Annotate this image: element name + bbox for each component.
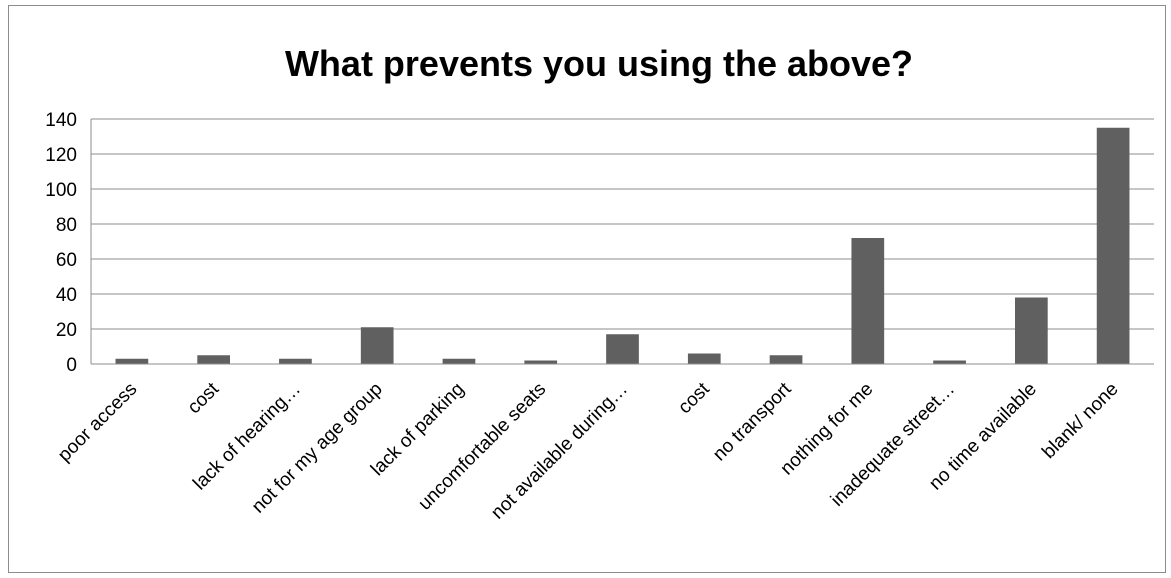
bar xyxy=(442,358,476,364)
bar xyxy=(606,334,639,364)
bars xyxy=(115,127,1130,364)
y-tick-label: 60 xyxy=(56,250,77,271)
y-tick-label: 20 xyxy=(56,320,77,341)
bar xyxy=(1014,297,1048,364)
x-category-label: no transport xyxy=(709,378,796,465)
bar xyxy=(279,358,312,364)
y-tick-label: 140 xyxy=(45,110,77,131)
x-category-label: cost xyxy=(184,378,224,418)
bar xyxy=(197,355,231,364)
bar xyxy=(687,353,721,364)
x-category-label: blank/ none xyxy=(1038,379,1122,463)
y-tick-label: 120 xyxy=(45,145,77,166)
y-tick-label: 80 xyxy=(56,215,77,236)
gridlines xyxy=(91,118,1154,330)
chart-frame: What prevents you using the above? 0 20 40… xyxy=(8,5,1166,573)
y-tick-label: 0 xyxy=(66,355,77,376)
bar xyxy=(360,327,394,364)
bar xyxy=(851,238,885,364)
x-category-label: cost xyxy=(674,378,714,418)
chart-title: What prevents you using the above? xyxy=(285,43,913,84)
bar xyxy=(769,355,803,364)
bar xyxy=(1096,127,1130,364)
y-tick-label: 40 xyxy=(56,285,77,306)
x-category-label: poor access xyxy=(54,379,141,466)
x-category-label: not available during… xyxy=(487,379,632,524)
axes xyxy=(90,119,1154,365)
bar-chart: What prevents you using the above? 0 20 40… xyxy=(45,43,1154,523)
bar xyxy=(115,358,149,364)
y-axis-ticks: 0 20 40 60 80 100 120 140 xyxy=(45,110,77,376)
y-tick-label: 100 xyxy=(45,180,77,201)
bar xyxy=(933,360,966,364)
bar xyxy=(524,360,558,364)
